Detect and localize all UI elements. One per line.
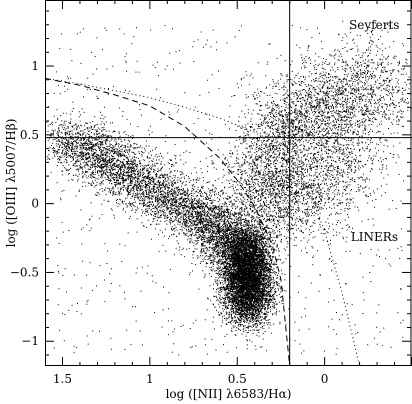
y-tick-label: 0.5: [20, 128, 39, 142]
x-tick-label: 1.5: [53, 372, 72, 386]
dashed-demarcation-curve: [44, 77, 291, 367]
y-tick-label: −0.5: [10, 265, 39, 279]
axis-ticks: [45, 0, 412, 366]
y-axis-label: log ([OIII] λ5007/Hβ): [4, 119, 18, 248]
x-tick-label: 1: [146, 372, 154, 386]
tick-labels: 1.5 1 0.5 0 −1 −0.5 0 0.5 1: [10, 59, 329, 386]
data-points: [46, 20, 412, 356]
x-tick-label: 0.5: [228, 372, 247, 386]
y-tick-label: 0: [31, 197, 39, 211]
x-axis-label: log ([NII] λ6583/Hα): [166, 387, 292, 401]
plot-frame: [45, 0, 412, 366]
liners-annotation: LINERs: [351, 230, 398, 244]
x-tick-label: 0: [321, 372, 329, 386]
y-tick-label: −1: [21, 334, 39, 348]
reference-lines: [45, 0, 412, 366]
y-tick-label: 1: [31, 59, 39, 73]
seyferts-annotation: Seyferts: [349, 18, 399, 32]
scatter-points: [46, 20, 412, 356]
